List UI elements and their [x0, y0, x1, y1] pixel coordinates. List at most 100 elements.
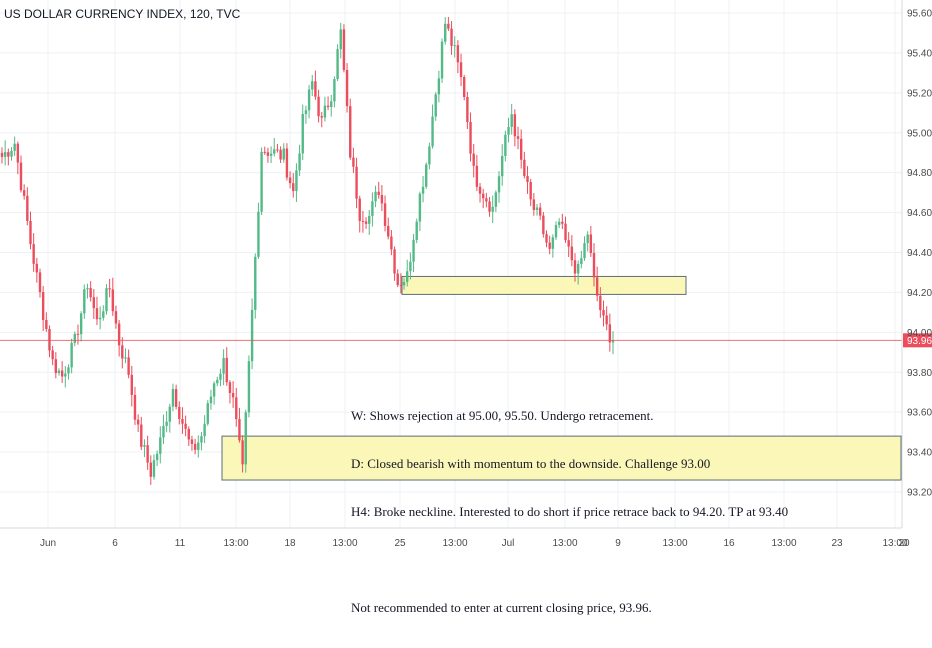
x-tick-label: 13:00 [662, 538, 687, 549]
candle-body [279, 149, 282, 160]
candle-body [519, 138, 523, 160]
candle-body [456, 45, 460, 63]
candle-body [222, 357, 225, 374]
candle-body [136, 419, 140, 425]
price-line: 93.96 [0, 333, 932, 348]
candle-body [570, 246, 574, 261]
candle-body [352, 157, 355, 167]
y-tick-label: 93.40 [907, 448, 932, 459]
candle-body [535, 207, 539, 211]
candle-body [561, 221, 564, 224]
candle-body [89, 288, 92, 298]
y-tick-label: 93.60 [907, 408, 932, 419]
candle-body [269, 153, 273, 156]
candle-body [437, 78, 441, 95]
candle-body [507, 126, 510, 135]
candle-body [504, 134, 507, 156]
candle-body [32, 244, 35, 264]
candle-body [500, 155, 504, 177]
candle-body [513, 114, 517, 137]
candle-body [10, 150, 13, 157]
candle-body [257, 211, 260, 257]
candle-body [152, 460, 156, 477]
candle-body [399, 285, 403, 287]
chart-canvas[interactable]: 93.96 95.60 95.40 95.20 95.00 94.80 94.60 94.4… [0, 0, 932, 550]
candle-body [453, 45, 456, 47]
candle-body [159, 437, 162, 454]
candle-body [140, 424, 143, 447]
candle-body [254, 256, 257, 310]
candle-body [377, 191, 380, 195]
x-tick-label: 18 [284, 538, 296, 549]
candle-body [368, 215, 371, 224]
annotation-line: H4: Broke neckline. Interested to do sho… [351, 504, 789, 519]
candle-body [611, 340, 615, 343]
candle-body [466, 97, 469, 122]
candle-body [51, 350, 54, 360]
candle-body [314, 81, 317, 97]
candle-body [16, 143, 20, 163]
candle-body [554, 225, 558, 238]
x-tick-label: 13:00 [442, 538, 467, 549]
x-tick-label: 16 [723, 538, 735, 549]
candle-body [482, 193, 485, 199]
candle-body [171, 389, 175, 407]
candle-body [545, 234, 548, 243]
candle-body [83, 289, 86, 314]
candle-body [447, 23, 450, 29]
candle-body [557, 221, 561, 226]
resistance-zone [401, 275, 687, 295]
candle-body [358, 198, 361, 221]
candle-body [130, 374, 133, 395]
candle-body [469, 121, 472, 154]
candle-body [421, 186, 425, 194]
candle-body [605, 315, 608, 325]
candle-body [383, 203, 387, 226]
candle-body [444, 23, 447, 42]
candle-body [187, 428, 190, 440]
candle-body [323, 105, 327, 118]
candle-body [92, 297, 96, 309]
candle-body [190, 439, 194, 444]
candle-body [491, 206, 494, 212]
candle-body [564, 223, 567, 241]
candle-body [98, 317, 102, 320]
candle-body [497, 176, 501, 193]
x-tick-label: Jul [502, 538, 515, 549]
candle-body [393, 249, 396, 274]
candle-body [538, 207, 542, 216]
candle-body [216, 379, 219, 384]
candle-body [298, 153, 301, 171]
candle-body [86, 288, 89, 290]
candle-body [19, 162, 23, 191]
candle-body [114, 311, 118, 324]
candle-body [184, 423, 187, 429]
candle-body [415, 221, 418, 240]
candle-body [311, 81, 314, 90]
annotation-line: D: Closed bearish with momentum to the d… [351, 456, 711, 471]
candle-body [26, 195, 29, 221]
candle-body [200, 436, 203, 443]
candle-body [143, 445, 146, 447]
candle-body [95, 308, 99, 320]
candle-body [567, 240, 570, 247]
candle-body [219, 373, 222, 380]
candle-body [586, 234, 589, 244]
candle-body [431, 116, 434, 147]
chart[interactable]: 93.96 95.60 95.40 95.20 95.00 94.80 94.60 94.4… [0, 0, 932, 615]
candle-body [67, 367, 70, 374]
last-price-badge [903, 333, 932, 348]
candle-body [409, 261, 412, 272]
candle-body [434, 94, 437, 117]
candle-body [412, 239, 415, 262]
candle-body [295, 170, 298, 192]
candle-body [548, 242, 551, 249]
x-tick-label: 13:00 [332, 538, 357, 549]
target-zone [221, 435, 902, 481]
candle-body [529, 181, 532, 200]
candle-body [592, 252, 596, 278]
candle-body [485, 198, 488, 202]
candle-body [54, 359, 58, 374]
candle-body [121, 345, 124, 359]
candle-body [250, 309, 254, 362]
